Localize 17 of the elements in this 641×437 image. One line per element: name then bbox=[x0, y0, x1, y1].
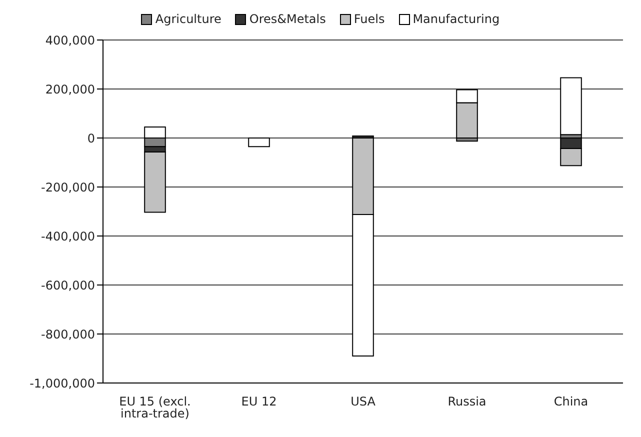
y-tick-label: 0 bbox=[87, 131, 95, 146]
x-tick-label: EU 12 bbox=[241, 394, 277, 409]
y-tick-label: -600,000 bbox=[41, 278, 95, 292]
x-tick-label: China bbox=[554, 394, 588, 409]
y-tick-label: -800,000 bbox=[41, 327, 95, 342]
legend-label: Ores&Metals bbox=[248, 12, 326, 26]
y-tick-label: 400,000 bbox=[45, 33, 95, 48]
x-tick-label: EU 15 (excl. intra-trade) bbox=[119, 394, 191, 421]
legend-label: Agriculture bbox=[154, 12, 222, 26]
y-tick-label: -200,000 bbox=[41, 180, 95, 194]
y-tick-label: 200,000 bbox=[45, 82, 95, 96]
legend-label: Manufacturing bbox=[412, 12, 500, 26]
y-tick-label: -400,000 bbox=[41, 229, 95, 244]
legend-label: Fuels bbox=[352, 12, 385, 26]
x-tick-label: Russia bbox=[448, 394, 486, 409]
y-tick-label: -1,000,000 bbox=[30, 376, 95, 390]
x-tick-label: USA bbox=[350, 394, 376, 409]
